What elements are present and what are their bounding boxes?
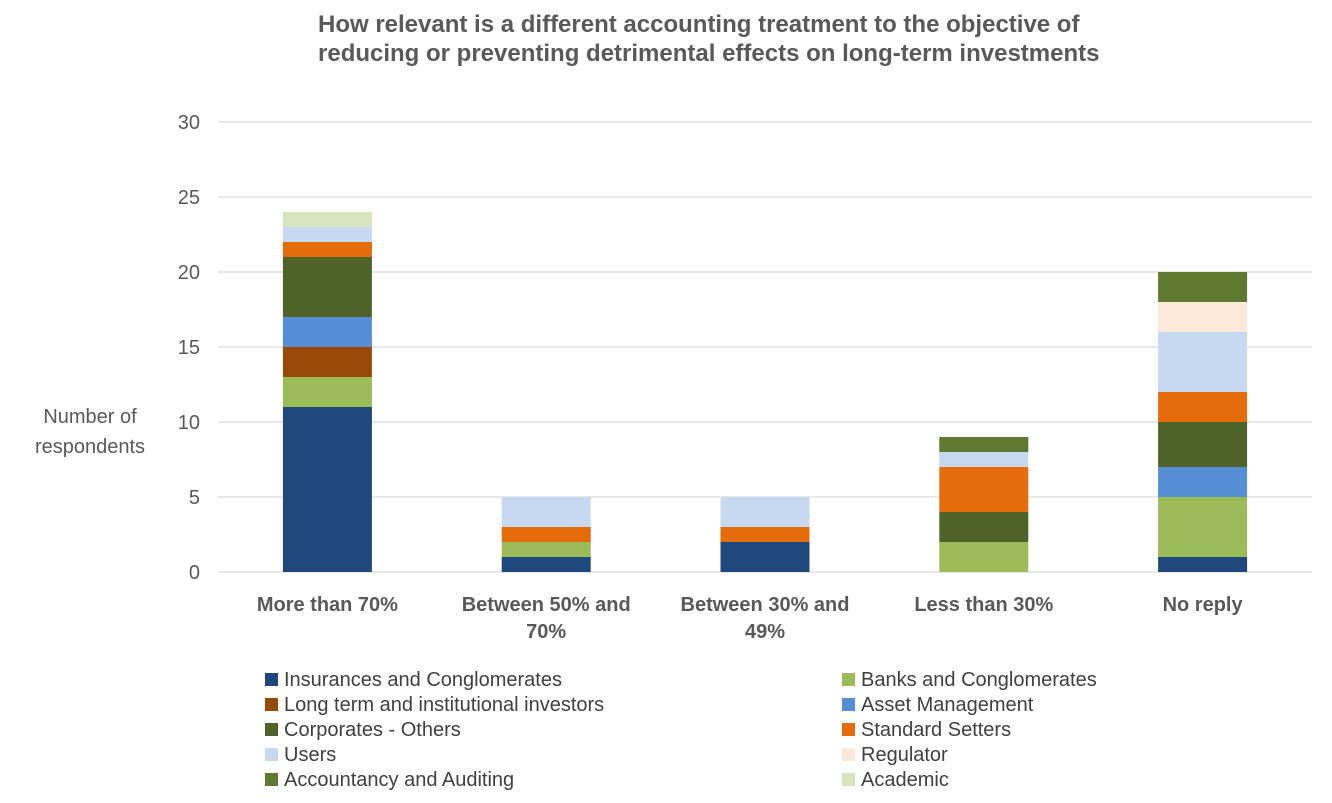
legend-swatch <box>842 773 855 786</box>
bar-segment <box>282 257 372 317</box>
legend-label: Users <box>284 744 336 766</box>
legend-label: Insurances and Conglomerates <box>284 669 562 691</box>
legend-swatch <box>265 723 278 736</box>
bar-segment <box>1158 302 1248 332</box>
bar-segment <box>1158 392 1248 422</box>
legend-label: Asset Management <box>861 694 1034 716</box>
bar-segment <box>282 242 372 257</box>
legend-label: Accountancy and Auditing <box>284 769 514 791</box>
legend-swatch <box>842 748 855 761</box>
legend-label: Academic <box>861 769 949 791</box>
y-tick-label: 15 <box>178 337 200 359</box>
bar-segment <box>1158 557 1248 572</box>
bar-segment <box>282 227 372 242</box>
bar-segment <box>939 437 1029 452</box>
chart-title: How relevant is a different accounting t… <box>318 11 1100 67</box>
bar-segment <box>501 542 591 557</box>
legend-swatch <box>265 673 278 686</box>
x-category-label: Between 30% and 49% <box>681 594 850 643</box>
bar-segment <box>939 467 1029 512</box>
legend-swatch <box>842 698 855 711</box>
bar-segment <box>939 512 1029 542</box>
bar-segment <box>1158 497 1248 557</box>
y-axis-ticks: 0 5 10 15 20 25 30 <box>178 112 200 584</box>
bar-segment <box>1158 272 1248 302</box>
legend-label: Standard Setters <box>861 719 1011 741</box>
y-axis-label: Number of respondents <box>34 406 146 458</box>
y-tick-label: 10 <box>178 412 200 434</box>
bar-segment <box>282 377 372 407</box>
bar-segment <box>1158 332 1248 392</box>
y-tick-label: 30 <box>178 112 200 134</box>
legend-label: Regulator <box>861 744 948 766</box>
y-tick-label: 0 <box>189 562 200 584</box>
bar-segment <box>282 347 372 377</box>
x-axis-labels: More than 70% Between 50% and 70% Between 3… <box>257 594 1244 643</box>
legend: Insurances and Conglomerates Banks and Co… <box>265 669 1097 791</box>
legend-swatch <box>842 723 855 736</box>
x-category-label: No reply <box>1163 594 1244 616</box>
bar-segment <box>282 407 372 572</box>
legend-label: Banks and Conglomerates <box>861 669 1097 691</box>
legend-swatch <box>265 698 278 711</box>
bars <box>282 212 1248 572</box>
y-tick-label: 5 <box>189 487 200 509</box>
bar-segment <box>1158 422 1248 467</box>
bar-segment <box>939 542 1029 572</box>
bar-segment <box>1158 467 1248 497</box>
legend-label: Corporates - Others <box>284 719 461 741</box>
bar-segment <box>501 527 591 542</box>
x-category-label: Between 50% and 70% <box>462 594 631 643</box>
bar-segment <box>720 497 810 527</box>
bar-segment <box>501 557 591 572</box>
y-tick-label: 25 <box>178 187 200 209</box>
legend-swatch <box>265 773 278 786</box>
x-category-label: Less than 30% <box>914 594 1053 616</box>
bar-segment <box>720 527 810 542</box>
bar-segment <box>501 497 591 527</box>
y-tick-label: 20 <box>178 262 200 284</box>
legend-label: Long term and institutional investors <box>284 694 604 716</box>
bar-segment <box>282 317 372 347</box>
bar-segment <box>720 542 810 572</box>
bar-segment <box>939 452 1029 467</box>
bar-segment <box>282 212 372 227</box>
x-category-label: More than 70% <box>257 594 398 616</box>
legend-swatch <box>265 748 278 761</box>
legend-swatch <box>842 673 855 686</box>
